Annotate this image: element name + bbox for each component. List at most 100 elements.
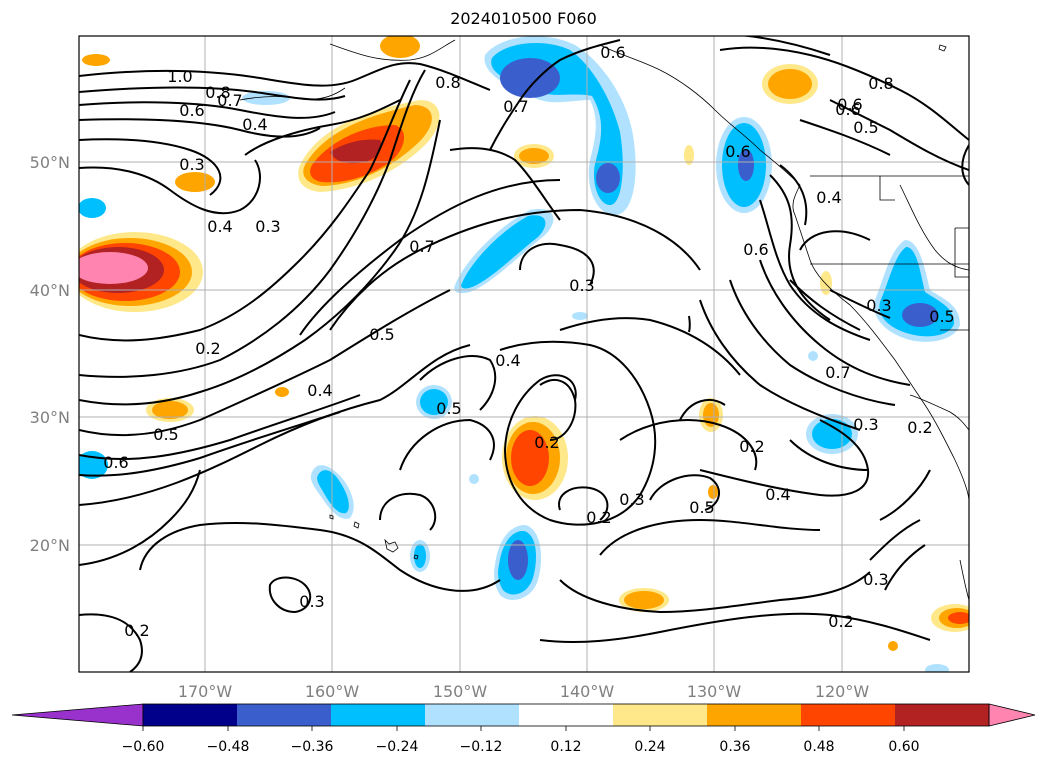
lat-label: 20°N [30, 536, 70, 555]
colorbar-extend-max [988, 703, 1036, 727]
colorbar-tick-label: 0.12 [550, 739, 581, 755]
colorbar-segment [707, 704, 802, 726]
colorbar-tick-label: −0.36 [291, 739, 334, 755]
shade-pos-region [79, 252, 148, 284]
contour-label: 0.6 [743, 240, 768, 259]
shade-neg-region [596, 163, 620, 193]
colorbar-tick-label: −0.48 [207, 739, 250, 755]
lon-label: 170°W [178, 682, 233, 701]
contour-label: 0.8 [205, 83, 230, 102]
contour-label: 0.6 [837, 95, 862, 114]
contour-label: 0.3 [569, 276, 594, 295]
colorbar-segment [801, 704, 896, 726]
colorbar-tick-label: 0.48 [803, 739, 834, 755]
shade-neg-region [420, 389, 448, 415]
colorbar: −0.60 −0.48 −0.36 −0.24 −0.12 0.12 0.24 0.36 0.4… [11, 703, 1036, 755]
contour-label: 0.6 [835, 100, 860, 119]
contour-label: 0.3 [179, 155, 204, 174]
contour-label: 0.7 [409, 237, 434, 256]
shade-pos-region [684, 145, 694, 165]
contour-label: 0.2 [195, 339, 220, 358]
colorbar-tick-label: 0.36 [719, 739, 750, 755]
colorbar-segment [143, 704, 238, 726]
shade-neg-region [738, 149, 754, 181]
contour-label: 0.3 [866, 296, 891, 315]
shade-pos-region [888, 641, 898, 651]
shade-pos-region [511, 430, 549, 486]
contour-label: 0.5 [436, 399, 461, 418]
shade-neg-region [572, 312, 588, 320]
contour-label: 0.3 [255, 217, 280, 236]
shade-pos-region [768, 69, 812, 99]
contour-label: 0.3 [863, 570, 888, 589]
contour-label: 0.2 [586, 508, 611, 527]
contour-label: 0.5 [153, 425, 178, 444]
lat-label: 30°N [30, 408, 70, 427]
lon-label: 120°W [815, 682, 870, 701]
coastlines [239, 39, 969, 601]
colorbar-segment [613, 704, 708, 726]
shade-pos-region [275, 387, 289, 397]
contour-label: 0.3 [299, 592, 324, 611]
shade-pos-region [152, 401, 188, 419]
shade-pos-region [175, 172, 215, 192]
shade-pos-region [820, 271, 832, 295]
contour-label: 0.4 [242, 115, 267, 134]
contour-label: 0.5 [369, 325, 394, 344]
shade-neg-region [461, 215, 546, 289]
colorbar-segment [895, 704, 990, 726]
shade-neg-region [414, 544, 426, 568]
shade-pos-region [380, 36, 420, 58]
lat-label: 40°N [30, 281, 70, 300]
contour-label-group: 1.00.80.70.60.40.30.4 0.30.20.50.40.50.60… [103, 43, 954, 640]
contour-label: 0.8 [435, 73, 460, 92]
lon-label: 130°W [687, 682, 742, 701]
contour-label: 0.4 [307, 381, 332, 400]
shade-neg-region [79, 198, 106, 218]
colorbar-segment [237, 704, 332, 726]
shade-neg-region [469, 474, 479, 484]
contour-label: 0.4 [207, 217, 232, 236]
longitude-axis: 170°W 160°W 150°W 140°W 130°W 120°W [178, 682, 870, 701]
shade-pos-region [519, 148, 549, 164]
colorbar-tick-label: −0.60 [122, 739, 165, 755]
contour-label: 0.7 [217, 91, 242, 110]
shade-pos-region [624, 591, 664, 609]
contour-label: 0.2 [534, 433, 559, 452]
contour-label: 0.6 [600, 43, 625, 62]
contour-lines [79, 36, 969, 672]
colorbar-tick-label: −0.24 [376, 739, 419, 755]
contour-label: 0.4 [495, 351, 520, 370]
shade-pos-region [708, 485, 718, 499]
contour-label: 0.2 [124, 621, 149, 640]
shade-pos-region [330, 139, 382, 164]
contour-label: 0.6 [103, 453, 128, 472]
contour-label: 0.5 [929, 307, 954, 326]
map-frame [78, 35, 970, 673]
colorbar-segment [331, 704, 426, 726]
contour-label: 0.3 [853, 415, 878, 434]
shade-neg-region [808, 351, 818, 361]
map-title: 2024010500 F060 [450, 9, 597, 28]
contour-label: 0.2 [907, 418, 932, 437]
lon-label: 150°W [433, 682, 488, 701]
shaded-regions [79, 36, 969, 672]
lon-label: 160°W [305, 682, 360, 701]
contour-label: 0.4 [765, 485, 790, 504]
shade-neg-region [925, 664, 949, 672]
contour-label: 0.8 [868, 74, 893, 93]
contour-label: 0.2 [739, 437, 764, 456]
contour-label: 1.0 [167, 67, 192, 86]
contour-label: 0.5 [689, 498, 714, 517]
contour-label: 0.5 [853, 118, 878, 137]
shade-neg-region [812, 419, 852, 449]
shade-neg-region [500, 58, 560, 98]
contour-label: 0.6 [725, 142, 750, 161]
contour-label: 0.6 [179, 101, 204, 120]
contour-label: 0.2 [828, 612, 853, 631]
contour-label: 0.3 [619, 490, 644, 509]
colorbar-extend-min [11, 703, 144, 727]
colorbar-segment [425, 704, 520, 726]
contour-label: 0.7 [825, 363, 850, 382]
